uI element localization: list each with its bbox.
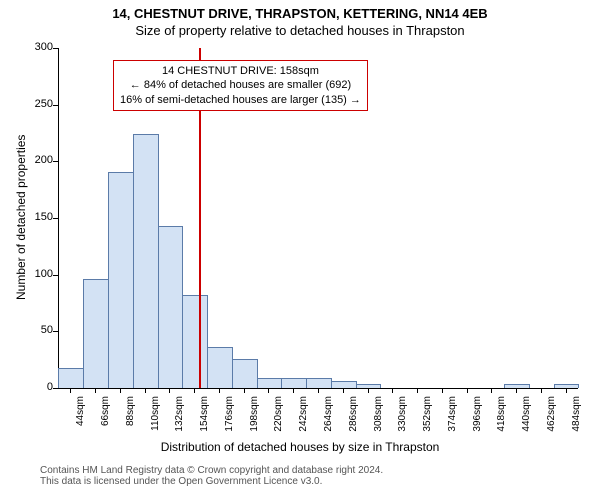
y-tick-mark [53,275,58,276]
x-tick-label: 242sqm [298,396,309,446]
histogram-bar [306,378,332,388]
x-axis-label: Distribution of detached houses by size … [0,440,600,454]
x-tick-mark [268,388,269,393]
annotation-line3: 16% of semi-detached houses are larger (… [120,93,361,107]
x-tick-label: 484sqm [571,396,582,446]
x-tick-mark [442,388,443,393]
x-tick-label: 66sqm [100,396,111,446]
annotation-line1: 14 CHESTNUT DRIVE: 158sqm [120,64,361,78]
x-tick-mark [219,388,220,393]
x-tick-label: 110sqm [150,396,161,446]
x-tick-label: 198sqm [249,396,260,446]
histogram-bar [207,347,233,388]
x-tick-label: 308sqm [373,396,384,446]
x-tick-mark [169,388,170,393]
histogram-bar [133,134,159,388]
x-tick-mark [244,388,245,393]
y-tick-label: 50 [23,324,53,336]
x-tick-mark [70,388,71,393]
footer-line1: Contains HM Land Registry data © Crown c… [40,465,383,476]
y-tick-label: 100 [23,268,53,280]
y-tick-mark [53,388,58,389]
x-tick-mark [95,388,96,393]
x-tick-label: 154sqm [199,396,210,446]
x-tick-mark [392,388,393,393]
footer-text: Contains HM Land Registry data © Crown c… [40,465,383,487]
histogram-bar [281,378,307,388]
x-tick-label: 44sqm [75,396,86,446]
y-tick-label: 0 [23,381,53,393]
x-tick-mark [318,388,319,393]
histogram-bar [182,295,208,388]
histogram-bar [331,381,357,388]
x-tick-mark [566,388,567,393]
x-tick-label: 462sqm [546,396,557,446]
y-axis-line [58,48,59,388]
x-tick-mark [417,388,418,393]
x-tick-mark [491,388,492,393]
histogram-bar [232,359,258,388]
x-tick-mark [516,388,517,393]
x-tick-label: 176sqm [224,396,235,446]
y-tick-label: 150 [23,211,53,223]
x-tick-label: 352sqm [422,396,433,446]
footer-line2: This data is licensed under the Open Gov… [40,476,383,487]
y-tick-label: 250 [23,98,53,110]
y-tick-mark [53,218,58,219]
y-tick-label: 200 [23,154,53,166]
x-tick-label: 264sqm [323,396,334,446]
title-main: 14, CHESTNUT DRIVE, THRAPSTON, KETTERING… [0,0,600,21]
plot-area: 05010015020025030044sqm66sqm88sqm110sqm1… [58,48,578,388]
y-tick-mark [53,48,58,49]
x-tick-mark [343,388,344,393]
title-sub: Size of property relative to detached ho… [0,21,600,38]
x-tick-mark [541,388,542,393]
histogram-bar [158,226,184,388]
x-tick-mark [467,388,468,393]
y-tick-label: 300 [23,41,53,53]
x-tick-label: 418sqm [496,396,507,446]
y-tick-mark [53,161,58,162]
y-tick-mark [53,331,58,332]
histogram-bar [257,378,283,388]
histogram-bar [58,368,84,388]
annotation-line2: ← 84% of detached houses are smaller (69… [120,78,361,92]
x-tick-label: 132sqm [174,396,185,446]
histogram-bar [108,172,134,388]
x-tick-mark [293,388,294,393]
chart-container: 14, CHESTNUT DRIVE, THRAPSTON, KETTERING… [0,0,600,500]
x-tick-mark [194,388,195,393]
x-tick-label: 440sqm [521,396,532,446]
x-tick-label: 396sqm [472,396,483,446]
x-tick-mark [368,388,369,393]
x-tick-label: 286sqm [348,396,359,446]
x-tick-label: 330sqm [397,396,408,446]
x-tick-mark [120,388,121,393]
x-tick-mark [145,388,146,393]
annotation-box: 14 CHESTNUT DRIVE: 158sqm← 84% of detach… [113,60,368,111]
x-tick-label: 220sqm [273,396,284,446]
x-tick-label: 374sqm [447,396,458,446]
x-tick-label: 88sqm [125,396,136,446]
y-tick-mark [53,105,58,106]
histogram-bar [83,279,109,388]
